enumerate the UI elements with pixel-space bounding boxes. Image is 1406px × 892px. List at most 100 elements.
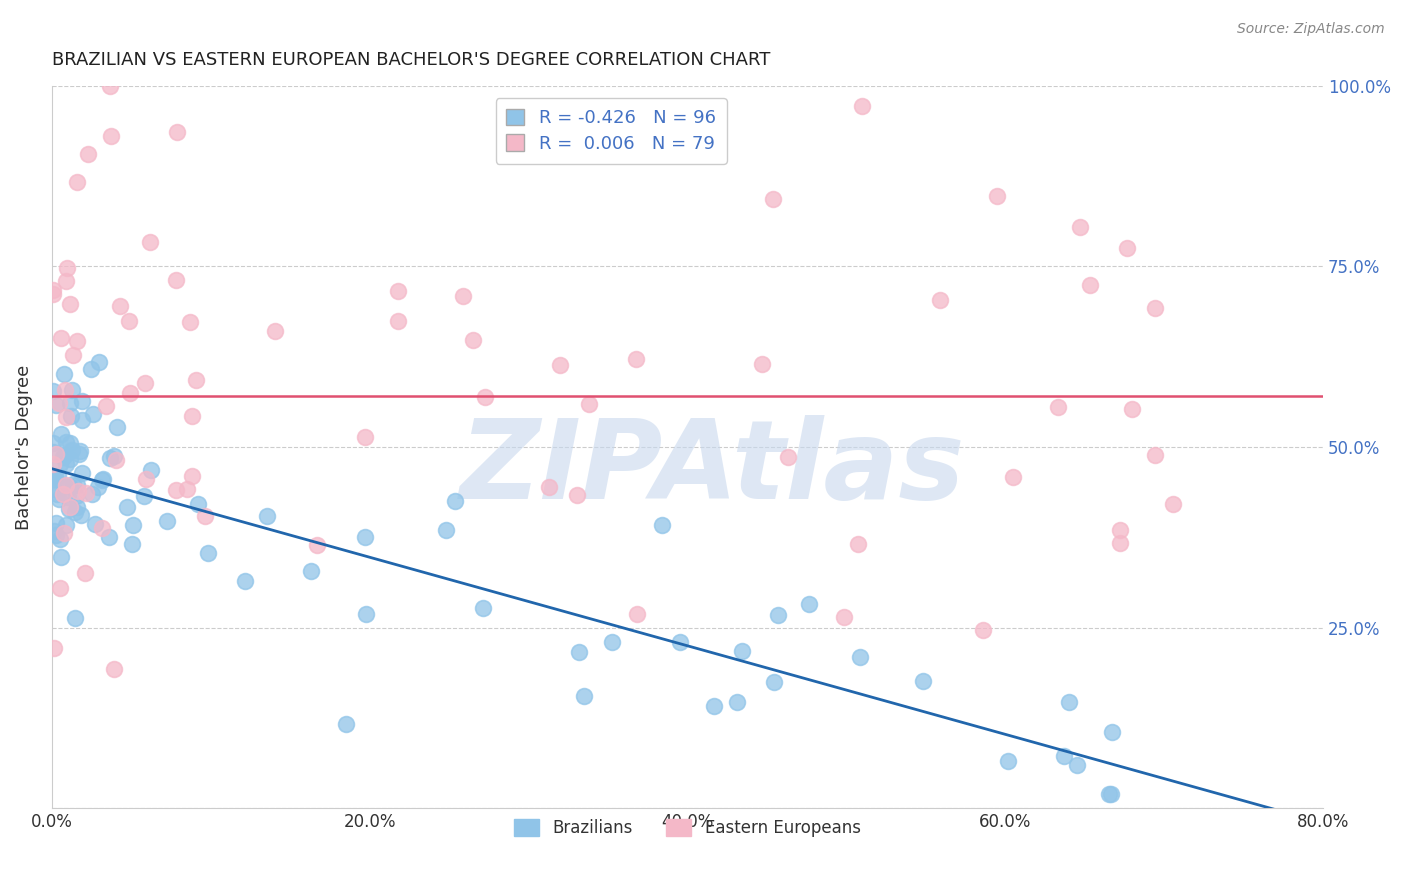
Point (233, 574, 256, 588)
Point (1161, 497, 1184, 511)
Point (181, 409, 204, 423)
Point (602, 635, 624, 649)
Point (1097, 787, 1119, 801)
Point (132, 490, 155, 504)
Point (59, 296, 82, 310)
Point (66, 483, 89, 498)
Point (997, 754, 1019, 768)
Point (832, 610, 855, 624)
Point (103, 662, 125, 676)
Point (70, 466, 93, 480)
Point (42, 524, 65, 538)
Point (55, 260, 77, 275)
Point (474, 390, 496, 404)
Point (44, 472, 66, 486)
Point (139, 463, 162, 477)
Point (1001, 470, 1024, 484)
Point (72, 412, 94, 426)
Point (48, 581, 70, 595)
Point (49, 427, 72, 442)
Point (98, 78, 121, 93)
Point (52, 367, 75, 381)
Point (48, 492, 70, 507)
Point (93, 472, 115, 486)
Point (264, 324, 287, 338)
Point (354, 607, 377, 622)
Point (45, 399, 67, 413)
Point (66, 175, 89, 189)
Point (115, 500, 138, 514)
Point (197, 546, 219, 560)
Point (624, 351, 647, 366)
Point (1057, 695, 1080, 709)
Point (669, 635, 692, 649)
Point (768, 608, 790, 623)
Point (451, 289, 474, 303)
Point (548, 358, 571, 372)
Point (851, 98, 873, 112)
Point (42, 283, 65, 297)
Point (166, 124, 188, 138)
Point (98, 451, 121, 466)
Point (194, 508, 217, 523)
Point (176, 482, 198, 496)
Point (1066, 757, 1088, 772)
Point (69, 444, 91, 458)
Point (256, 508, 278, 523)
Point (471, 601, 494, 615)
Point (60, 409, 83, 423)
Point (1144, 448, 1167, 462)
Point (55, 518, 77, 533)
Point (46, 468, 69, 483)
Point (1099, 787, 1122, 801)
Point (42, 458, 65, 472)
Point (1069, 219, 1091, 234)
Point (443, 493, 465, 508)
Point (165, 483, 187, 497)
Point (76, 147, 98, 161)
Point (65, 500, 87, 514)
Point (45, 447, 67, 461)
Point (1108, 536, 1130, 550)
Point (305, 538, 328, 552)
Point (59, 396, 82, 410)
Point (181, 468, 204, 483)
Point (725, 695, 748, 709)
Point (1108, 523, 1130, 537)
Point (797, 597, 820, 611)
Point (58, 502, 80, 516)
Point (387, 285, 409, 299)
Text: Source: ZipAtlas.com: Source: ZipAtlas.com (1237, 22, 1385, 37)
Point (58, 500, 80, 514)
Point (42, 287, 65, 301)
Point (703, 698, 725, 713)
Point (52, 450, 75, 465)
Point (49, 458, 72, 472)
Point (56, 490, 79, 504)
Point (387, 314, 409, 328)
Point (134, 376, 156, 390)
Point (731, 644, 754, 658)
Point (48, 532, 70, 546)
Point (72, 393, 94, 408)
Point (66, 334, 89, 348)
Point (121, 536, 143, 550)
Point (82, 407, 104, 421)
Point (49, 549, 72, 564)
Point (568, 645, 591, 659)
Point (44, 640, 66, 655)
Point (1121, 402, 1143, 417)
Point (165, 273, 187, 287)
Point (118, 386, 141, 401)
Point (42, 472, 65, 486)
Point (60, 383, 83, 397)
Point (53, 448, 76, 462)
Point (42, 482, 65, 496)
Point (299, 565, 322, 579)
Point (353, 430, 375, 444)
Text: BRAZILIAN VS EASTERN EUROPEAN BACHELOR'S DEGREE CORRELATION CHART: BRAZILIAN VS EASTERN EUROPEAN BACHELOR'S… (52, 51, 770, 69)
Point (434, 523, 457, 537)
Point (187, 497, 209, 511)
Point (565, 488, 588, 502)
Point (1078, 277, 1101, 292)
